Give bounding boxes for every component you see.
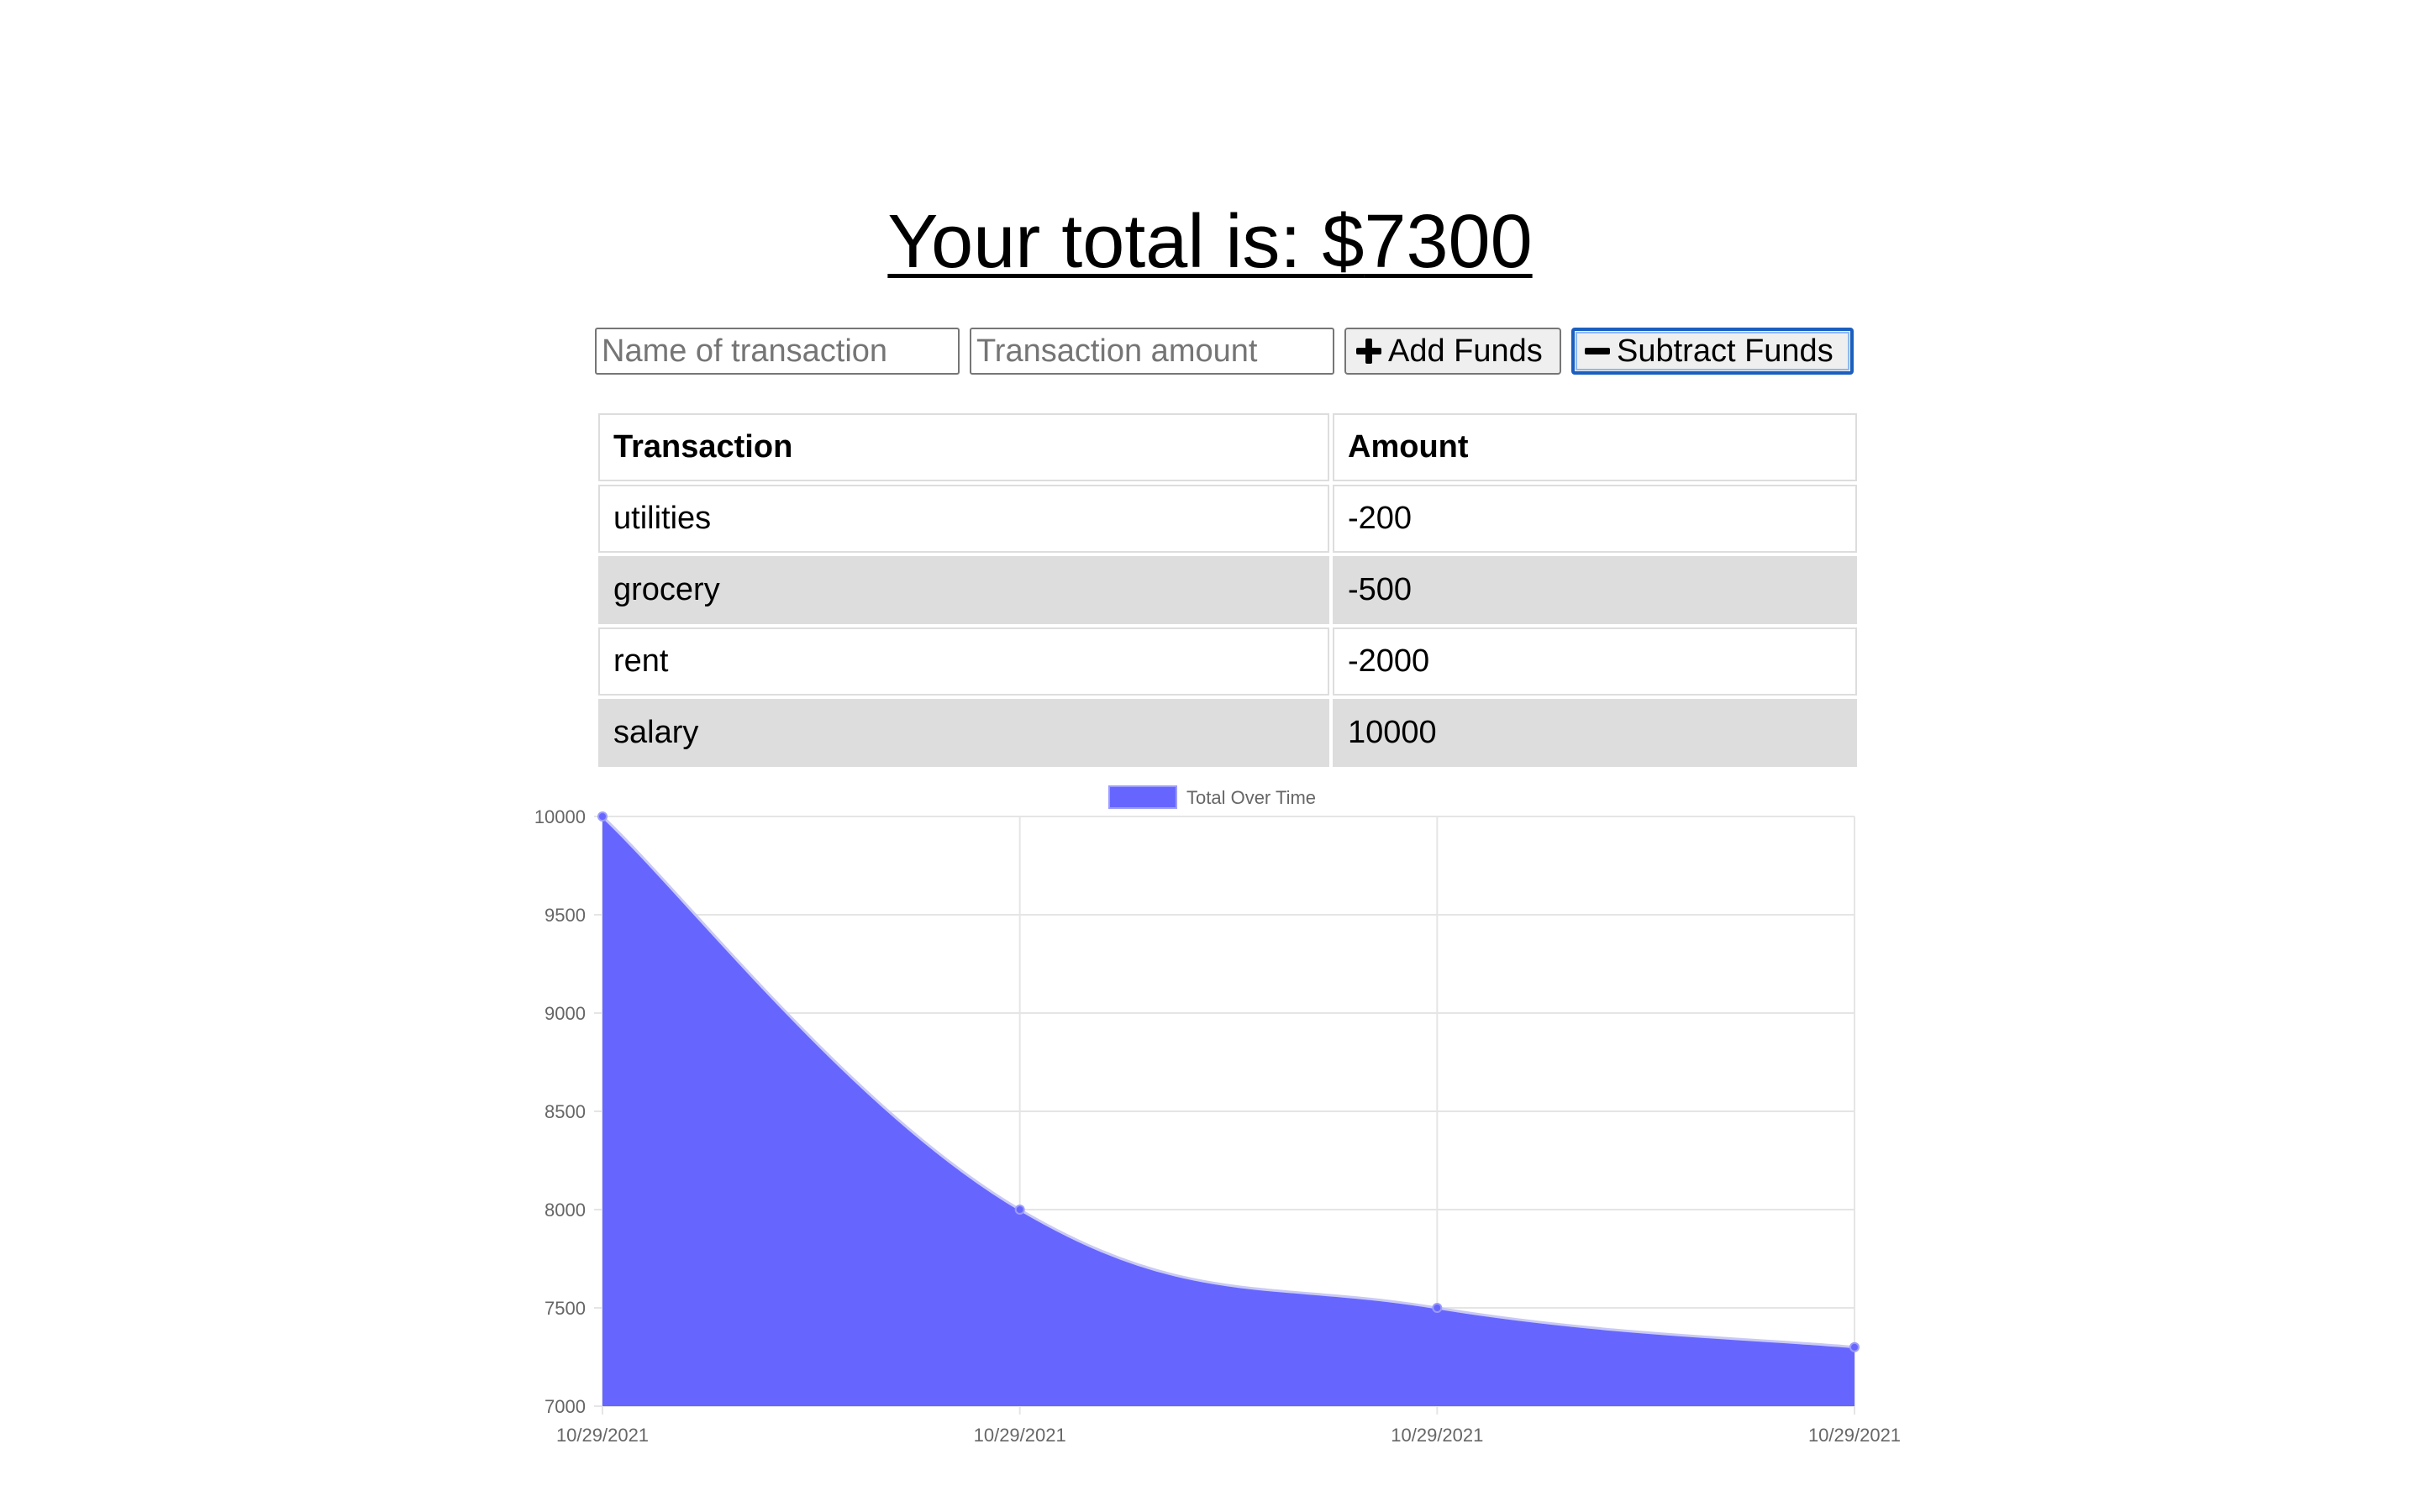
transaction-name-cell: rent bbox=[598, 627, 1329, 696]
legend-label: Total Over Time bbox=[1186, 787, 1316, 808]
add-funds-label: Add Funds bbox=[1388, 333, 1543, 369]
y-tick-label: 9000 bbox=[544, 1003, 586, 1024]
total-amount: 7300 bbox=[1364, 200, 1533, 284]
y-tick-label: 9500 bbox=[544, 905, 586, 926]
table-row: grocery -500 bbox=[598, 556, 1857, 624]
x-tick-label: 10/29/2021 bbox=[974, 1425, 1066, 1446]
x-tick-label: 10/29/2021 bbox=[1391, 1425, 1483, 1446]
data-point bbox=[1432, 1303, 1443, 1313]
table-row: utilities -200 bbox=[598, 485, 1857, 553]
transaction-amount-cell: -500 bbox=[1333, 556, 1857, 624]
series-area bbox=[602, 816, 1854, 1406]
x-tick-label: 10/29/2021 bbox=[1808, 1425, 1901, 1446]
series-line bbox=[601, 815, 1855, 1349]
minus-icon bbox=[1585, 339, 1610, 364]
y-tick-label: 8000 bbox=[544, 1200, 586, 1221]
data-point bbox=[1849, 1341, 1860, 1352]
total-text: Your total is: $7300 bbox=[887, 200, 1532, 284]
transaction-amount-cell: -2000 bbox=[1333, 627, 1857, 696]
chart-canvas: 7000 7500 8000 8500 9000 9500 10000 10/29/2021 1… bbox=[534, 785, 1901, 1446]
y-tick-label: 7000 bbox=[544, 1396, 586, 1417]
y-tick-label: 8500 bbox=[544, 1101, 586, 1122]
transaction-name-cell: grocery bbox=[598, 556, 1329, 624]
table-row: salary 10000 bbox=[598, 699, 1857, 767]
transaction-amount-cell: 10000 bbox=[1333, 699, 1857, 767]
total-heading: Your total is: $7300 bbox=[0, 192, 2420, 292]
x-tick-label: 10/29/2021 bbox=[556, 1425, 649, 1446]
legend-swatch bbox=[1108, 785, 1177, 809]
plus-icon bbox=[1356, 339, 1381, 364]
column-header-transaction: Transaction bbox=[598, 413, 1329, 481]
y-tick-label: 7500 bbox=[544, 1298, 586, 1319]
column-header-amount: Amount bbox=[1333, 413, 1857, 481]
transaction-amount-cell: -200 bbox=[1333, 485, 1857, 553]
transaction-name-input[interactable] bbox=[595, 328, 960, 375]
y-tick-label: 10000 bbox=[534, 806, 586, 827]
table-header-row: Transaction Amount bbox=[598, 413, 1857, 481]
total-label: Your total is: $ bbox=[887, 200, 1365, 284]
subtract-funds-button[interactable]: Subtract Funds bbox=[1571, 328, 1854, 375]
transaction-name-cell: salary bbox=[598, 699, 1329, 767]
data-point bbox=[1014, 1205, 1025, 1215]
total-over-time-chart: 7000 7500 8000 8500 9000 9500 10000 10/29/2021 1… bbox=[504, 773, 1949, 1478]
data-point bbox=[597, 811, 608, 822]
transaction-form: Add Funds Subtract Funds bbox=[595, 328, 1854, 375]
transaction-name-cell: utilities bbox=[598, 485, 1329, 553]
subtract-funds-label: Subtract Funds bbox=[1617, 333, 1833, 369]
transactions-table: Transaction Amount utilities -200 grocer… bbox=[595, 410, 1860, 770]
transaction-amount-input[interactable] bbox=[970, 328, 1334, 375]
table-row: rent -2000 bbox=[598, 627, 1857, 696]
add-funds-button[interactable]: Add Funds bbox=[1344, 328, 1561, 375]
